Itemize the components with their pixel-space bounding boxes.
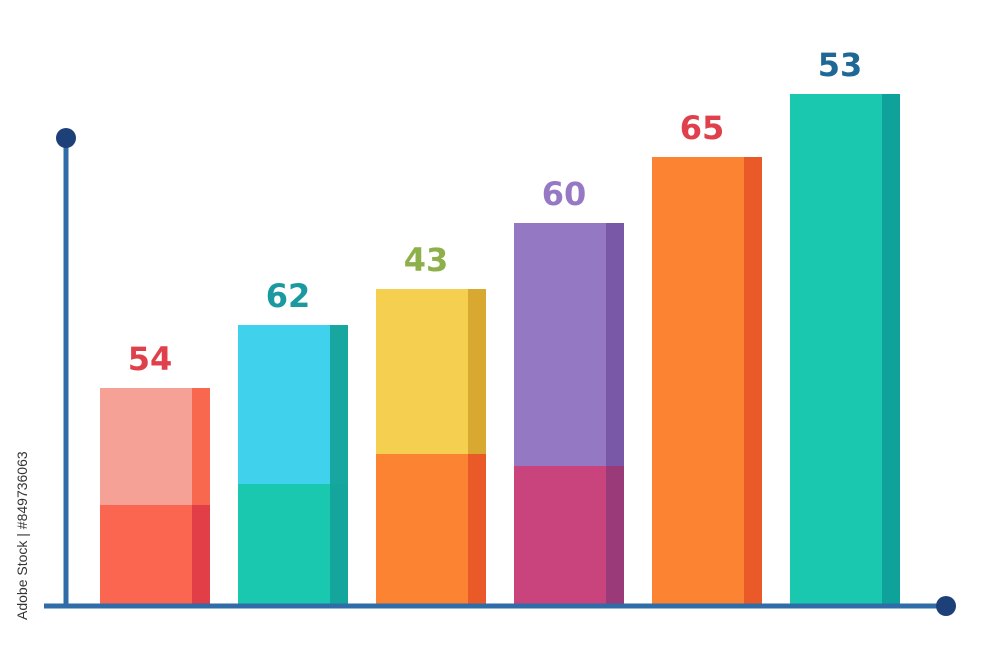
bar-3-bottom-face — [376, 454, 468, 604]
value-labels-group: 54 62 43 60 65 53 — [128, 46, 863, 378]
bar-6-top-side — [882, 94, 900, 604]
bar-6 — [790, 94, 900, 604]
bar-3-bottom-side — [468, 454, 486, 604]
bars-group — [100, 94, 900, 604]
x-axis-end-dot — [936, 596, 956, 616]
bar-6-value-label: 53 — [818, 46, 863, 84]
bar-2-bottom-face — [238, 484, 330, 604]
bar-5-top-side — [744, 157, 762, 604]
bar-4-value-label: 60 — [542, 175, 587, 213]
watermark-id-text: Adobe Stock | #849736063 — [14, 451, 30, 620]
y-axis-end-dot — [56, 128, 76, 148]
bar-2 — [238, 325, 348, 604]
bar-2-value-label: 62 — [266, 277, 311, 315]
bar-5 — [652, 157, 762, 604]
bar-4-bottom-side — [606, 466, 624, 604]
bar-3 — [376, 289, 486, 604]
bar-6-top-face — [790, 94, 882, 604]
bar-4 — [514, 223, 624, 604]
bar-1-bottom-side — [192, 505, 210, 604]
bar-2-bottom-side — [330, 484, 348, 604]
bar-5-top-face — [652, 157, 744, 604]
bar-3-value-label: 43 — [404, 241, 449, 279]
bar-1 — [100, 388, 210, 604]
bar-4-bottom-face — [514, 466, 606, 604]
bar-1-bottom-face — [100, 505, 192, 604]
bar-5-value-label: 65 — [680, 109, 725, 147]
bar-1-value-label: 54 — [128, 340, 173, 378]
